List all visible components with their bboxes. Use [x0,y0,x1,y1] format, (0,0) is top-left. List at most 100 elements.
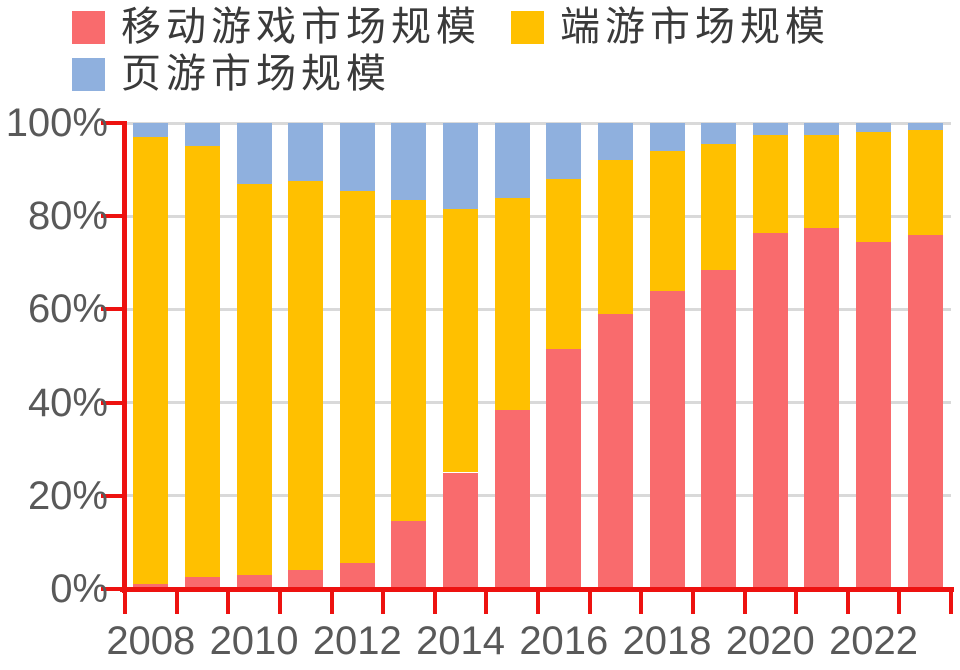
x-tick-11 [690,591,695,614]
bar-segment-2013-2 [391,123,427,200]
x-tick-14 [845,591,850,614]
legend-label-mobile: 移动游戏市场规模 [121,4,481,50]
x-tick-label-2018: 2018 [622,619,712,663]
bar-segment-2013-0 [391,521,427,589]
legend-label-client: 端游市场规模 [560,4,830,50]
bar-segment-2019-0 [701,269,737,589]
y-tick-40% [101,400,126,405]
bar-segment-2017-1 [597,160,633,315]
y-tick-label-60%: 60% [27,287,108,332]
y-tick-20% [101,493,126,498]
legend-item-client: 端游市场规模 [511,7,830,47]
gridline-60 [125,307,951,311]
x-tick-label-2016: 2016 [519,619,609,663]
bar-segment-2015-0 [494,409,530,589]
x-axis-line [120,587,954,592]
bar-segment-2021-1 [804,134,840,228]
x-tick-1 [174,591,179,614]
x-tick-7 [484,591,489,614]
bar-segment-2015-2 [494,123,530,198]
bar-segment-2017-2 [597,123,633,161]
bar-segment-2008-2 [133,123,169,137]
bar-segment-2022-1 [856,132,892,242]
x-tick-label-2008: 2008 [106,619,196,663]
legend-swatch-mobile-icon [72,10,105,44]
y-tick-label-20%: 20% [27,473,108,518]
bar-segment-2023-1 [907,129,943,235]
bar-segment-2009-2 [184,123,220,147]
gridline-80 [125,214,951,218]
legend-label-web: 页游市场规模 [121,51,391,97]
bar-segment-2020-1 [752,134,788,233]
x-tick-13 [794,591,799,614]
bar-segment-2022-0 [856,241,892,589]
gridline-20 [125,494,951,498]
bar-segment-2012-2 [339,123,375,191]
bar-segment-2011-2 [288,123,324,182]
bar-segment-2010-1 [236,183,272,576]
x-tick-16 [949,591,953,614]
x-tick-label-2022: 2022 [829,619,919,663]
bar-segment-2019-1 [701,143,737,270]
bar-segment-2008-1 [133,136,169,585]
y-tick-80% [101,214,126,219]
y-tick-label-100%: 100% [5,101,108,145]
x-tick-3 [277,591,282,614]
bar-segment-2012-1 [339,190,375,564]
x-tick-8 [536,591,540,614]
bar-segment-2009-0 [184,577,220,589]
bar-segment-2021-0 [804,227,840,589]
bar-segment-2012-0 [339,563,375,589]
bar-segment-2011-0 [288,570,324,589]
legend-swatch-web-icon [72,57,105,91]
legend-swatch-client-icon [511,10,544,44]
x-tick-label-2012: 2012 [312,619,402,663]
y-tick-label-40%: 40% [27,380,108,425]
bar-segment-2022-2 [856,123,892,133]
y-tick-60% [101,307,126,312]
bar-segment-2018-1 [649,150,685,291]
bar-segment-2008-0 [133,584,169,589]
bar-segment-2013-1 [391,199,427,522]
bar-segment-2017-0 [597,314,633,589]
bar-segment-2019-2 [701,123,737,144]
bar-segment-2010-2 [236,123,272,184]
x-tick-2 [226,591,231,614]
bar-segment-2014-0 [443,472,479,589]
legend-item-web: 页游市场规模 [72,54,391,94]
y-tick-0% [101,587,126,591]
bar-segment-2018-0 [649,290,685,589]
bar-segment-2016-0 [546,349,582,589]
gridline-100 [125,121,951,125]
bar-segment-2021-2 [804,123,840,135]
bar-segment-2023-2 [907,123,943,130]
gridline-40 [125,401,951,405]
bar-segment-2014-2 [443,123,479,210]
y-tick-100% [101,121,126,125]
x-tick-12 [742,591,747,614]
legend-item-mobile: 移动游戏市场规模 [72,7,481,47]
bar-segment-2016-2 [546,123,582,179]
x-tick-5 [381,591,386,614]
x-tick-10 [639,591,644,614]
x-tick-label-2014: 2014 [416,619,506,663]
x-tick-15 [897,591,902,614]
bar-segment-2009-1 [184,146,220,578]
bar-segment-2011-1 [288,181,324,571]
x-tick-9 [587,591,592,614]
bar-segment-2020-2 [752,123,788,135]
bar-segment-2023-0 [907,234,943,589]
bar-segment-2016-1 [546,178,582,349]
bar-segment-2018-2 [649,123,685,151]
y-tick-label-0%: 0% [50,567,108,611]
x-tick-6 [432,591,437,614]
x-tick-4 [329,591,334,614]
x-tick-label-2020: 2020 [725,619,815,663]
x-tick-label-2010: 2010 [209,619,299,663]
bar-segment-2020-0 [752,232,788,589]
bar-segment-2014-1 [443,209,479,473]
y-axis-line [122,121,127,593]
y-tick-label-80%: 80% [27,194,108,239]
